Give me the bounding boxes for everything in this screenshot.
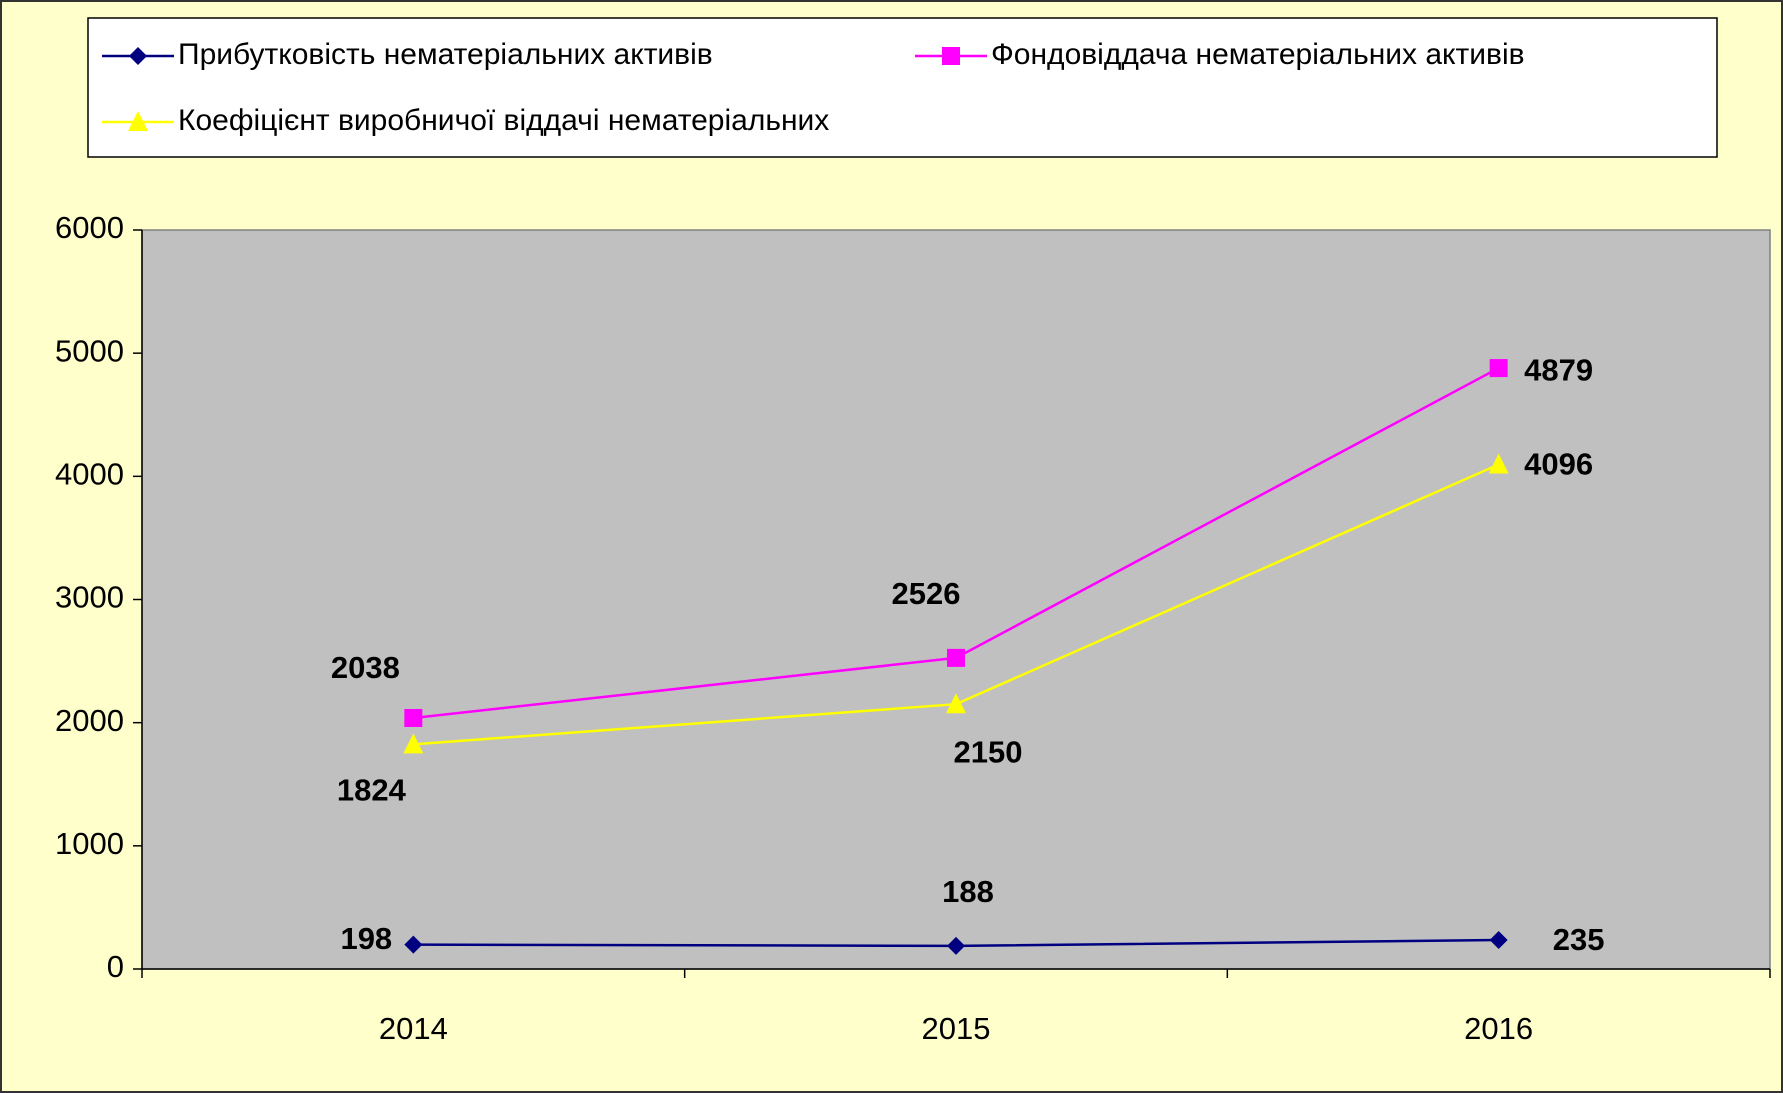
data-label: 1824 [337,773,407,808]
legend-marker [129,47,147,65]
data-label: 4096 [1524,447,1593,482]
marker [1488,453,1509,474]
x-tick-label: 2016 [1464,1011,1533,1046]
y-tick-label: 1000 [55,826,124,861]
marker [404,708,423,727]
marker [404,935,423,954]
legend-label: Коефіцієнт виробничої віддачі нематеріал… [178,104,829,137]
legend-label: Фондовіддача нематеріальних активів [991,38,1525,71]
marker [1489,931,1508,950]
legend-label: Прибутковість нематеріальних активів [178,38,713,71]
data-label: 235 [1553,922,1605,957]
y-tick-label: 3000 [55,580,124,615]
data-label: 4879 [1524,352,1593,387]
marker [1489,359,1508,378]
x-tick-label: 2014 [379,1011,448,1046]
y-tick-label: 4000 [55,457,124,492]
legend-marker [128,111,148,131]
y-tick-label: 2000 [55,703,124,738]
plot-area [141,229,1771,970]
y-tick-label: 5000 [55,333,124,368]
y-tick-label: 0 [107,949,124,984]
legend-box [87,17,1718,158]
data-label: 2526 [892,576,961,611]
marker [946,693,966,714]
data-label: 2038 [331,650,400,685]
data-label: 198 [340,921,392,956]
x-tick-label: 2015 [922,1011,991,1046]
data-label: 2150 [954,734,1023,769]
y-tick-label: 6000 [55,210,124,245]
marker [947,936,965,955]
marker [947,648,965,667]
marker [403,733,424,754]
legend-marker [942,47,960,65]
data-label: 188 [942,874,994,909]
